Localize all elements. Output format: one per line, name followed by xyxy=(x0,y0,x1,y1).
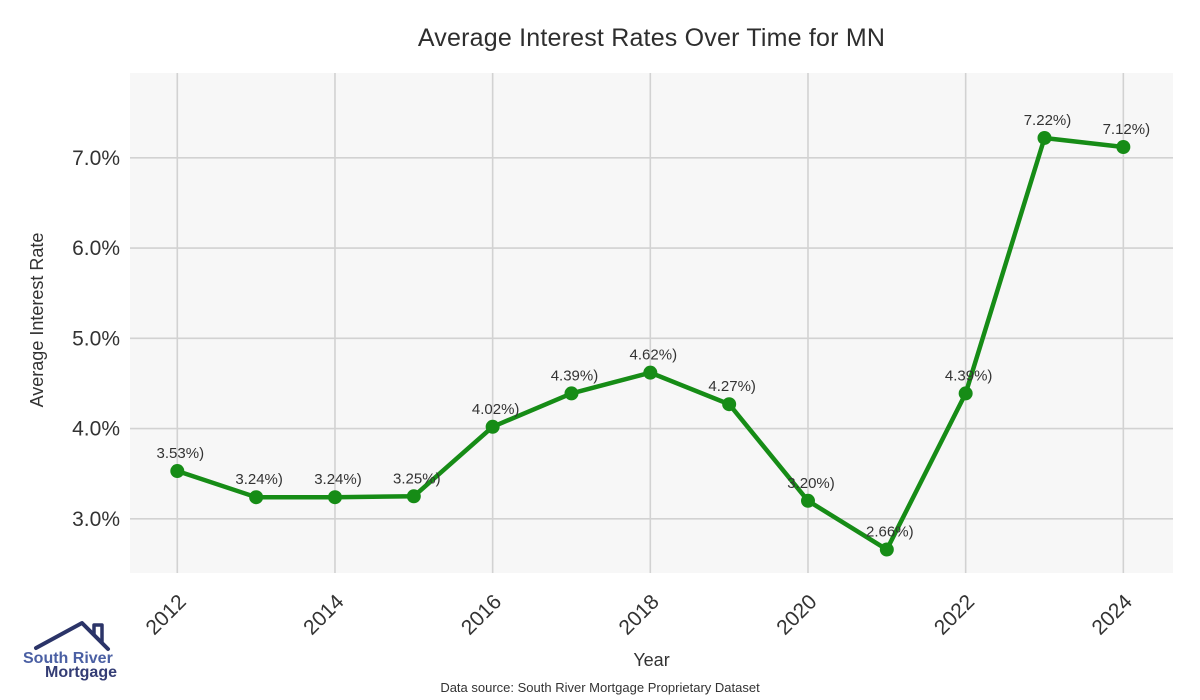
logo-text-line2: Mortgage xyxy=(45,664,117,681)
chart-title: Average Interest Rates Over Time for MN xyxy=(417,24,886,52)
data-point xyxy=(800,493,815,508)
x-tick-label: 2016 xyxy=(457,590,506,639)
logo-chimney-icon xyxy=(92,623,104,644)
x-axis-title: Year xyxy=(633,650,670,670)
data-point xyxy=(722,397,737,412)
point-label: 3.53%) xyxy=(157,445,205,462)
plot-panel xyxy=(130,73,1173,573)
point-label: 4.39%) xyxy=(551,367,599,384)
data-point xyxy=(879,542,894,557)
y-tick-label: 7.0% xyxy=(72,147,120,170)
data-point xyxy=(958,386,973,401)
point-label: 4.62%) xyxy=(630,347,678,364)
point-label: 3.24%) xyxy=(235,471,283,488)
data-point xyxy=(249,490,264,505)
point-label: 2.66%) xyxy=(866,524,914,541)
company-logo: South River Mortgage xyxy=(23,621,117,681)
data-point xyxy=(406,489,421,504)
y-tick-label: 5.0% xyxy=(72,327,120,350)
x-tick-label: 2014 xyxy=(299,590,349,640)
data-point xyxy=(327,490,342,505)
point-label: 3.20%) xyxy=(787,475,835,492)
point-label: 7.12%) xyxy=(1103,121,1151,138)
data-point xyxy=(564,386,579,401)
data-point xyxy=(485,419,500,434)
y-tick-label: 6.0% xyxy=(72,237,120,260)
point-label: 4.02%) xyxy=(472,401,520,418)
point-label: 4.27%) xyxy=(708,378,756,395)
data-source-note: Data source: South River Mortgage Propri… xyxy=(440,680,760,695)
y-tick-label: 3.0% xyxy=(72,508,120,531)
point-label: 7.22%) xyxy=(1024,112,1072,129)
x-tick-label: 2018 xyxy=(615,590,664,639)
point-label: 4.39%) xyxy=(945,367,993,384)
y-axis-title: Average Interest Rate xyxy=(27,232,47,408)
x-tick-label: 2024 xyxy=(1088,590,1138,640)
logo-roof-icon xyxy=(34,621,110,651)
x-tick-label: 2020 xyxy=(772,590,821,639)
logo-text-line1: South River xyxy=(23,650,113,667)
point-label: 3.25%) xyxy=(393,470,441,487)
point-label: 3.24%) xyxy=(314,471,362,488)
data-point xyxy=(1037,130,1052,145)
x-tick-label: 2012 xyxy=(142,590,191,639)
data-point xyxy=(170,464,185,479)
y-tick-label: 4.0% xyxy=(72,418,120,441)
data-point xyxy=(1116,140,1131,155)
data-point xyxy=(643,365,658,380)
x-tick-label: 2022 xyxy=(930,590,979,639)
